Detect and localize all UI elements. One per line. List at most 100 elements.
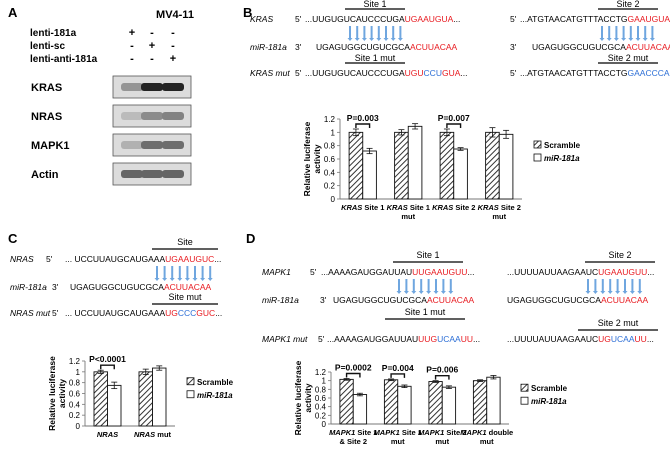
seed-part: GUA	[442, 68, 461, 78]
condition-label: lenti-sc	[30, 41, 65, 52]
mir-c-3prime: 3'	[52, 282, 59, 292]
category-gene: NRAS	[134, 430, 155, 439]
seq-part: ...UUUUAUUAAGAAUC	[507, 334, 598, 344]
seq-part: ...	[460, 68, 467, 78]
pairing-arrowhead	[606, 38, 612, 41]
seed-part: ACUUACAA	[427, 295, 475, 305]
pairing-arrowhead	[628, 38, 634, 41]
mir-seq-site2: UGAGUGGCUGUCGCAACUUACAA	[532, 42, 670, 52]
pairing-arrowhead	[383, 38, 389, 41]
p-value-label: P=0.003	[347, 113, 379, 123]
category-rest: mut	[155, 430, 171, 439]
blot-band	[121, 170, 143, 178]
y-axis-label-line: Relative luciferase	[293, 360, 303, 435]
pairing-arrowhead	[396, 291, 402, 294]
blot-band	[121, 83, 143, 91]
x-category-label: KRAS Site 1	[387, 203, 430, 212]
panel-a-letter: A	[8, 5, 18, 20]
y-axis-label: Relative luciferaseactivity	[302, 121, 322, 196]
pairing-arrowhead	[621, 38, 627, 41]
sitemut-label: Site mut	[168, 292, 202, 302]
y-axis-label-line: activity	[312, 144, 322, 174]
pairing-arrowhead	[418, 291, 424, 294]
category-rest: Site 1	[362, 203, 384, 212]
seq-part: ... UCCUUAUGCAUGAAA	[65, 308, 165, 318]
x-category-label-line2: mut	[492, 212, 506, 221]
x-category-label: KRAS Site 1	[341, 203, 384, 212]
blot-band	[121, 141, 143, 149]
bar-scramble	[394, 131, 409, 200]
x-category-label: MAPK1 Site 1	[374, 428, 422, 437]
pairing-arrowhead	[361, 38, 367, 41]
x-category-label-line2: mut	[435, 437, 449, 446]
category-rest: Site 1	[355, 428, 377, 437]
bar-scramble	[428, 381, 443, 425]
blot-band	[162, 83, 184, 91]
x-category-label: MAPK1 Site 1	[329, 428, 377, 437]
kras-mut-5prime-2: 5'	[510, 68, 517, 78]
p-value-label: P=0.0002	[335, 363, 372, 373]
row-label-text: KRAS mut	[250, 68, 290, 78]
y-tick-label: 0.4	[315, 403, 327, 412]
pairing-arrowhead	[649, 38, 655, 41]
y-tick-label: 1.2	[324, 115, 336, 124]
y-tick-label: 0.4	[324, 168, 336, 177]
pairing-arrowhead	[600, 291, 606, 294]
seed-part: UUGAAUGUU	[412, 267, 467, 277]
pairing-arrowhead	[615, 291, 621, 294]
y-tick-label: 0.4	[69, 400, 81, 409]
blot-label: NRAS	[31, 111, 62, 123]
seq-part: ...	[215, 308, 222, 318]
blot-label: Actin	[31, 169, 59, 181]
y-tick-label: 1.2	[69, 357, 81, 366]
mapk1-mut-5prime: 5'	[318, 334, 325, 344]
mutated-part: CCU	[424, 68, 442, 78]
seq-part: ... UCCUUAUGCAUGAAA	[65, 254, 165, 264]
legend-swatch-mir181a	[186, 390, 195, 399]
category-gene: KRAS	[341, 203, 362, 212]
nras-mut-5prime: 5'	[52, 308, 59, 318]
condition-mark: +	[149, 40, 155, 52]
p-value-label: P=0.004	[382, 363, 414, 373]
y-tick-label: 0	[331, 195, 336, 204]
cell-line-label: MV4-11	[156, 9, 194, 21]
category-gene: MAPK1	[374, 428, 400, 437]
bar-mir181a	[362, 150, 377, 200]
bar-scramble	[348, 131, 364, 200]
seq-part: UGAGUGGCUGUCGCA	[316, 42, 410, 52]
category-gene: MAPK1	[418, 428, 444, 437]
nras-5prime: 5'	[46, 254, 53, 264]
mapk1-mut-seq-site1: ...AAAAGAUGGAUUAUUUGUCAAUU...	[327, 334, 480, 344]
condition-mark: -	[130, 40, 134, 52]
seq-part: ...UUUUAUUAAGAAUC	[507, 267, 598, 277]
legend-swatch-mir181a	[520, 396, 529, 405]
seed-part: GUC	[196, 308, 215, 318]
site1-label: Site 1	[363, 0, 386, 9]
category-gene: KRAS	[478, 203, 499, 212]
pairing-arrowhead	[376, 38, 382, 41]
nras-sequence-block: Site NRAS 5' ... UCCUUAUGCAUGAAAUGAAUGUC…	[10, 237, 222, 318]
y-tick-label: 0.6	[324, 155, 336, 164]
y-tick-label: 1	[331, 128, 336, 137]
pairing-arrowhead	[369, 38, 375, 41]
x-category-label: KRAS Site 2	[432, 203, 475, 212]
significance-bracket	[446, 123, 462, 128]
seq-part: ...	[647, 267, 654, 277]
significance-bracket	[355, 123, 371, 128]
x-category-label: KRAS Site 2	[478, 203, 521, 212]
condition-label: lenti-181a	[30, 28, 77, 39]
kras-mut-seq-site1: ...UUGUGUCAUCCCUGAUGUCCUGUA...	[305, 68, 467, 78]
condition-mark: -	[150, 53, 154, 65]
y-axis-label: Relative luciferaseactivity	[293, 360, 313, 435]
bar-mir181a	[453, 148, 468, 200]
category-rest: Site 1	[408, 203, 430, 212]
y-axis-label-line: Relative luciferase	[47, 356, 57, 431]
pairing-arrowhead	[599, 38, 605, 41]
x-category-label-line2: mut	[401, 212, 415, 221]
pairing-arrowhead	[592, 291, 598, 294]
condition-mark: -	[171, 40, 175, 52]
bar-mir181a	[352, 394, 368, 425]
seed-part: UU	[461, 334, 473, 344]
legend-label: Scramble	[197, 378, 234, 387]
